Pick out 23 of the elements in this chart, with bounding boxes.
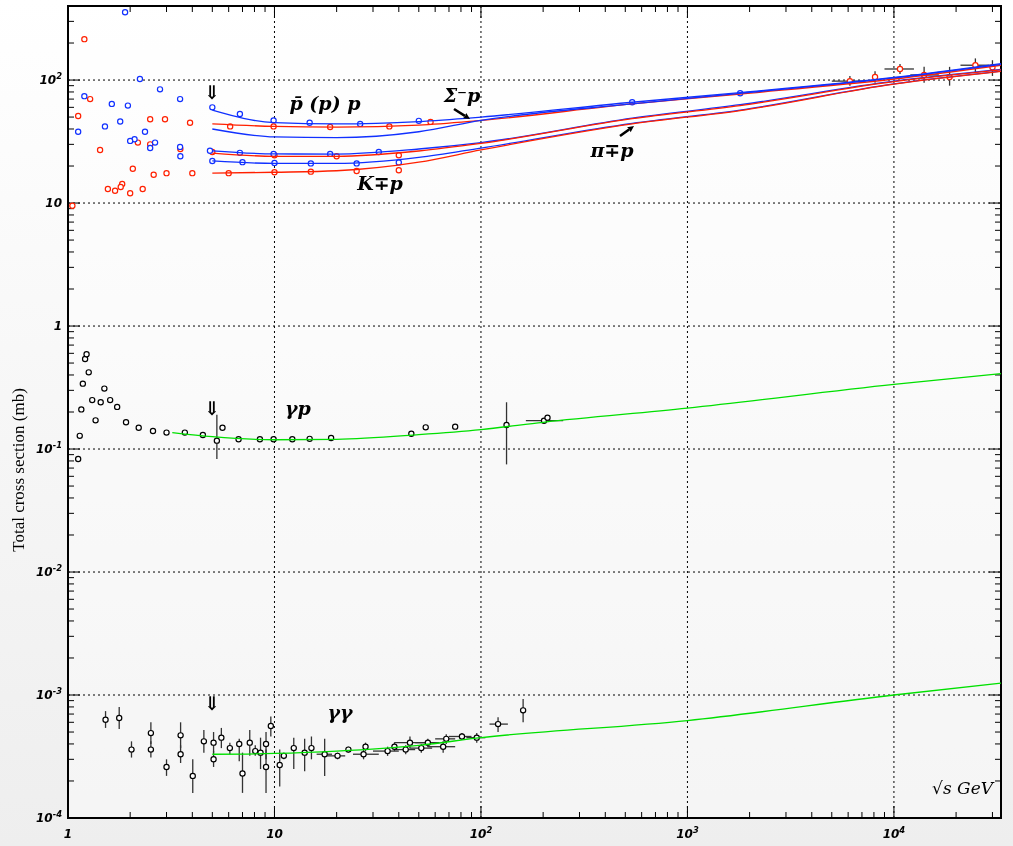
annotation: π∓p [589, 139, 635, 161]
y-tick-label: 10 [45, 196, 62, 211]
y-tick-label: 10$^{2}$ [39, 71, 63, 88]
annotation: Σ⁻p [442, 84, 482, 106]
annotation: K∓p [356, 172, 404, 194]
y-tick-label: 10$^{-2}$ [35, 563, 63, 580]
x-tick-label: 1 [63, 827, 73, 841]
annotation: p̄ (p) p [289, 92, 362, 114]
x-tick-label: 10$^{4}$ [882, 825, 906, 841]
annotation: ⇓ [204, 81, 220, 103]
annotation: ⇓ [204, 397, 220, 419]
annotation: ⇓ [204, 692, 220, 714]
x-axis-title: √s GeV [932, 778, 995, 798]
y-tick-label: 10$^{-1}$ [35, 440, 62, 457]
y-axis-title: Total cross section (mb) [9, 388, 28, 552]
annotation: γp [285, 397, 312, 419]
x-tick-label: 10$^{2}$ [469, 825, 493, 841]
y-tick-label: 1 [53, 319, 62, 334]
y-tick-label: 10$^{-4}$ [35, 809, 63, 825]
y-tick-label: 10$^{-3}$ [35, 686, 63, 703]
x-tick-label: 10$^{3}$ [676, 825, 699, 841]
annotation: γγ [327, 701, 354, 723]
x-tick-label: 10 [266, 827, 283, 841]
